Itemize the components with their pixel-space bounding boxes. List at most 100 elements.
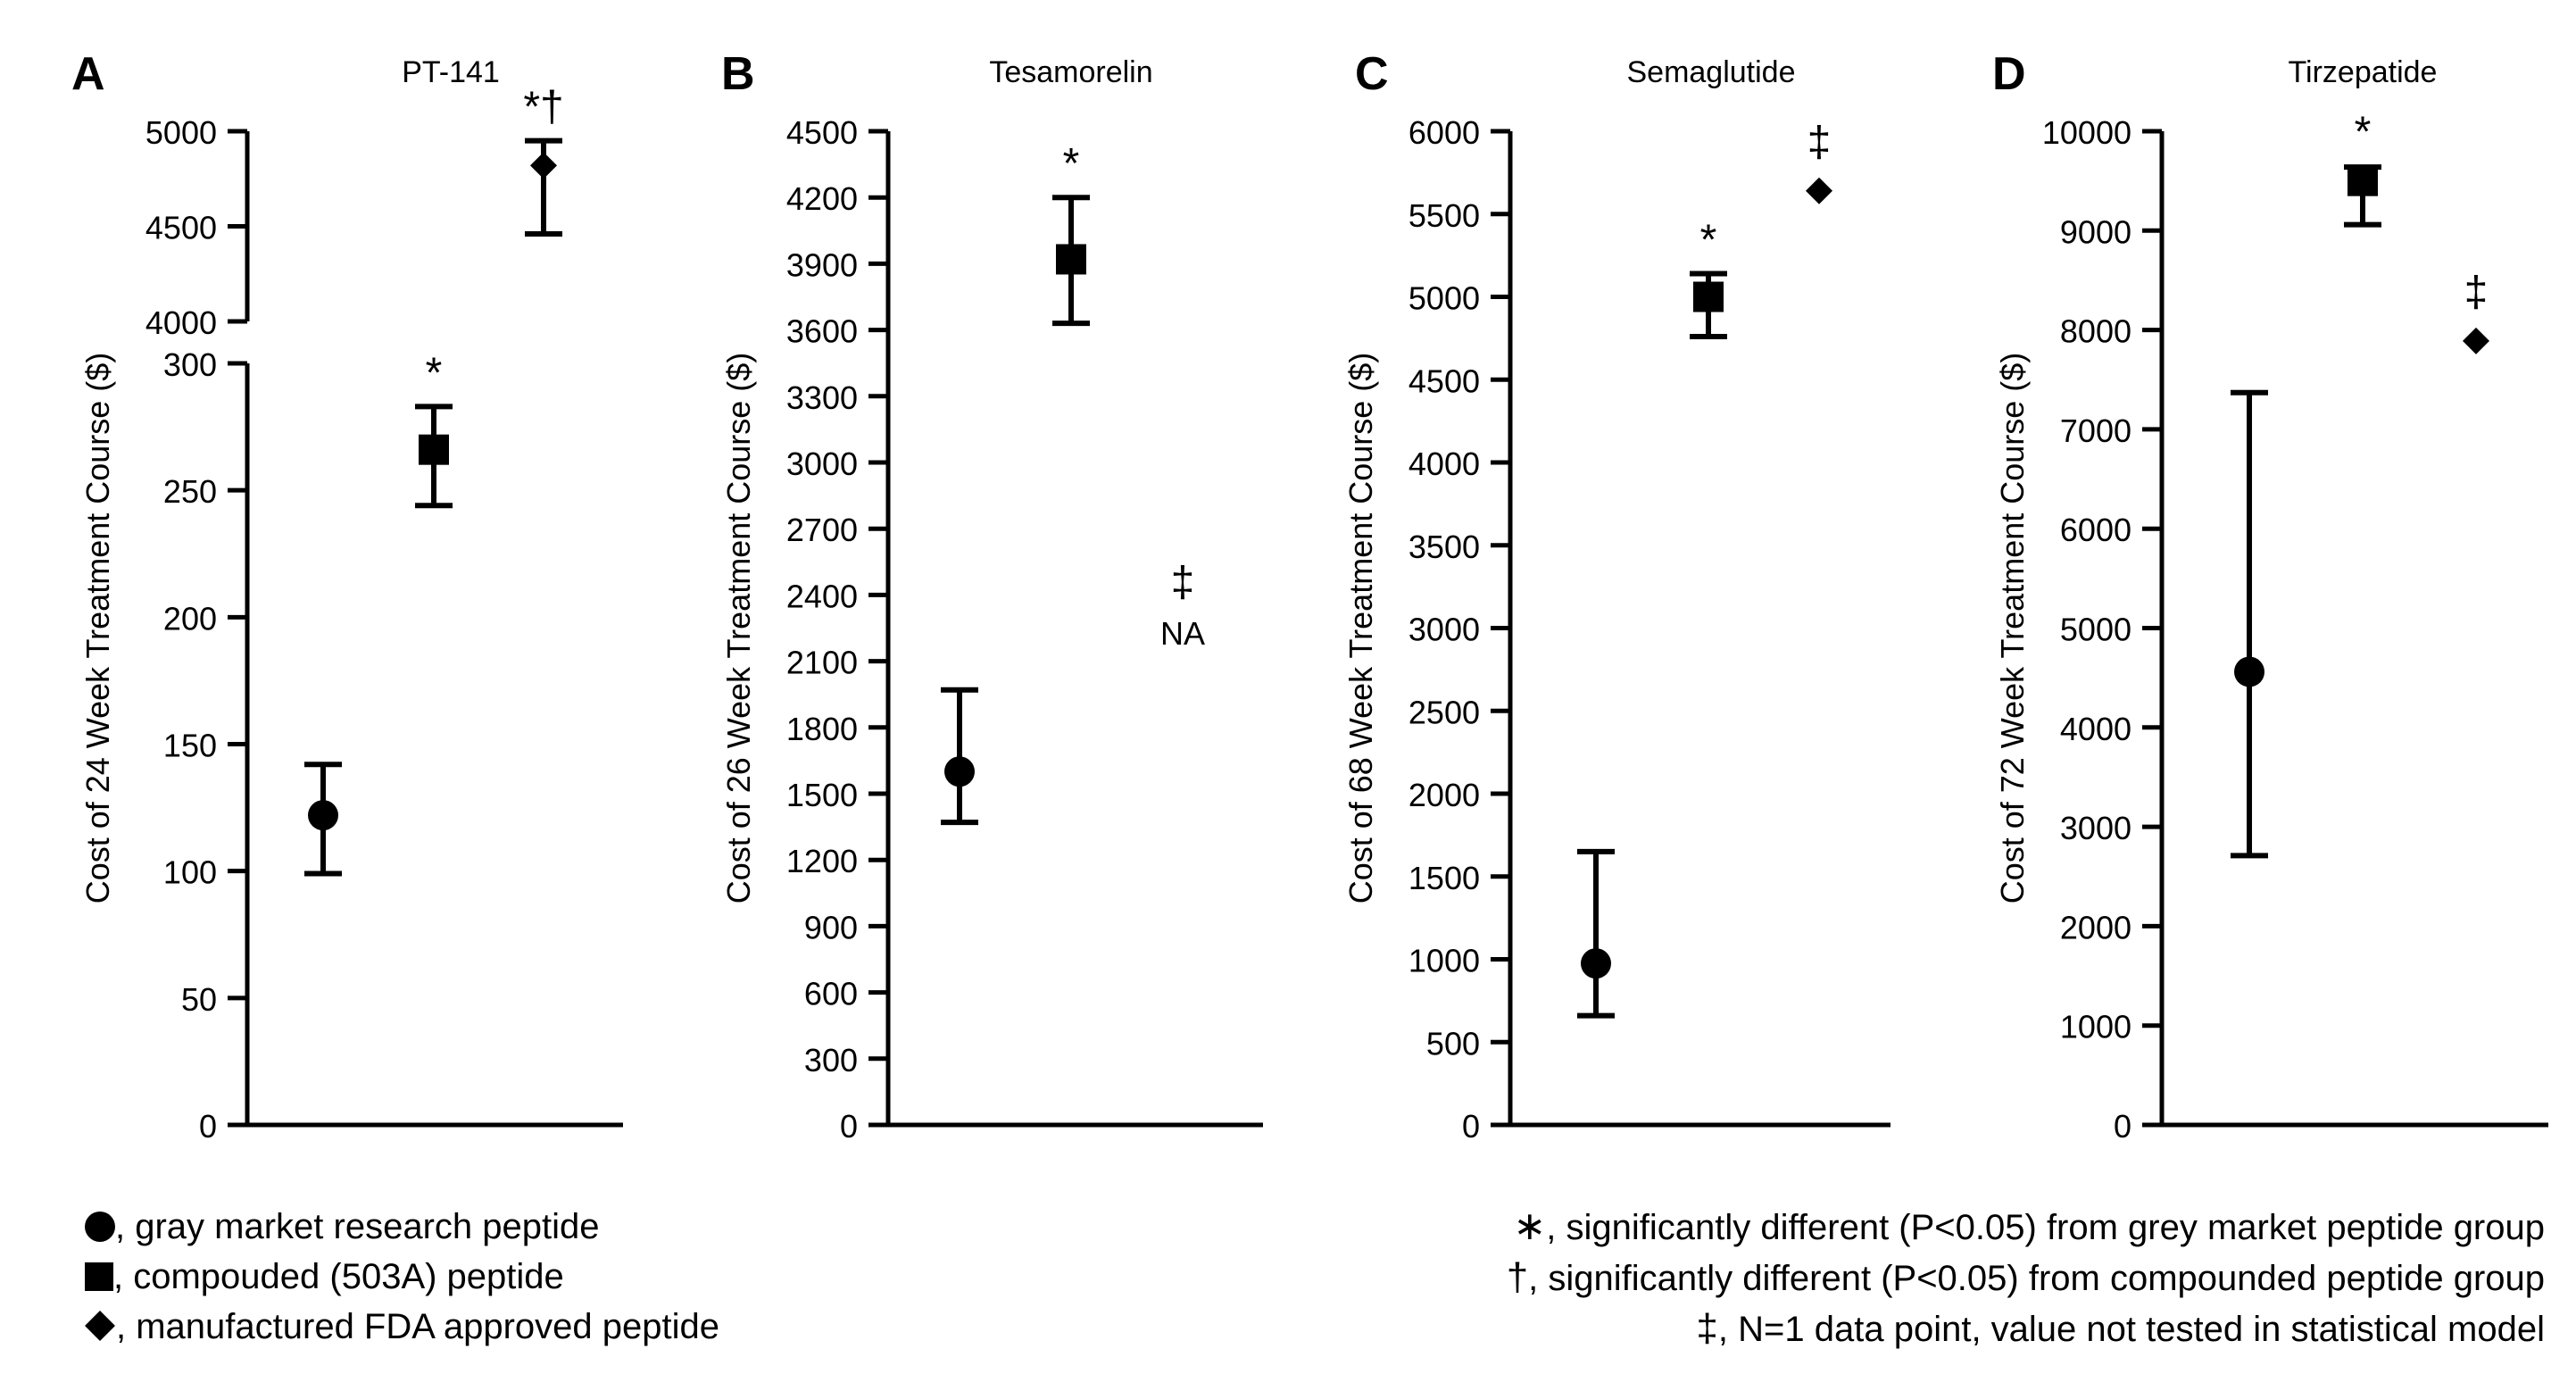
legend-label: , manufactured FDA approved peptide — [116, 1307, 719, 1346]
y-tick-label: 2100 — [786, 645, 858, 681]
y-tick-label: 500 — [1426, 1025, 1480, 1062]
y-tick-label: 9000 — [2060, 213, 2131, 250]
y-tick-label: 100 — [163, 854, 217, 891]
significance-annotation: * — [426, 349, 443, 396]
data-point-square — [1056, 244, 1086, 275]
data-point-diamond — [1806, 177, 1832, 204]
asterisk-symbol: ∗ — [1513, 1204, 1547, 1248]
diamond-marker-icon — [85, 1311, 115, 1341]
legend-label: , significantly different (P<0.05) from … — [1528, 1259, 2545, 1298]
legend-item-fda-approved: , manufactured FDA approved peptide — [85, 1302, 719, 1352]
legend-label: , significantly different (P<0.05) from … — [1546, 1208, 2545, 1247]
y-tick-label: 1500 — [786, 777, 858, 813]
data-point-circle — [944, 756, 975, 787]
y-tick-label: 1500 — [1408, 860, 1480, 896]
significance-annotation: * — [1700, 217, 1717, 264]
y-tick-label: 0 — [840, 1108, 858, 1145]
legend-label: , gray market research peptide — [115, 1207, 600, 1246]
y-tick-label: 300 — [163, 346, 217, 383]
legend-item-compounded: , compouded (503A) peptide — [85, 1252, 719, 1302]
significance-annotation: ‡ — [1171, 559, 1195, 606]
data-point-circle — [1581, 948, 1611, 979]
data-point-circle — [308, 800, 338, 831]
y-tick-label: 250 — [163, 473, 217, 510]
data-point-circle — [2234, 656, 2264, 687]
y-tick-label: 6000 — [1408, 114, 1480, 151]
y-tick-label: 1000 — [2060, 1009, 2131, 1045]
y-tick-label: 3600 — [786, 313, 858, 350]
square-marker-icon — [85, 1262, 113, 1291]
y-tick-label: 2000 — [1408, 777, 1480, 813]
y-tick-label: 0 — [1462, 1108, 1480, 1145]
y-axis-label: Cost of 26 Week Treatment Course ($) — [720, 353, 757, 904]
y-axis-label: Cost of 24 Week Treatment Course ($) — [79, 353, 116, 904]
legend-label: , N=1 data point, value not tested in st… — [1717, 1310, 2545, 1349]
data-point-diamond — [2463, 327, 2489, 354]
y-tick-label: 3900 — [786, 246, 858, 283]
data-point-diamond — [530, 152, 557, 179]
y-tick-label: 5000 — [2060, 612, 2131, 648]
significance-annotation: ‡ — [2464, 269, 2489, 316]
legend-item-dagger: †, significantly different (P<0.05) from… — [1507, 1253, 2545, 1303]
y-tick-label: 10000 — [2042, 114, 2131, 151]
y-tick-label: 5500 — [1408, 197, 1480, 234]
y-tick-label: 150 — [163, 728, 217, 764]
y-tick-label: 1200 — [786, 843, 858, 879]
y-tick-label: 4500 — [786, 114, 858, 151]
y-tick-label: 8000 — [2060, 313, 2131, 350]
significance-annotation: * — [2355, 109, 2372, 156]
panel-title: Tesamorelin — [989, 55, 1152, 89]
y-tick-label: 3000 — [1408, 612, 1480, 648]
panel-title: Tirzepatide — [2289, 55, 2438, 89]
legend-label: , compouded (503A) peptide — [113, 1257, 564, 1296]
panel-letter: B — [721, 48, 755, 100]
y-tick-label: 900 — [804, 909, 858, 945]
data-point-square — [1693, 281, 1724, 312]
y-tick-label: 1800 — [786, 711, 858, 747]
y-tick-label: 6000 — [2060, 512, 2131, 548]
panel-letter: C — [1355, 48, 1389, 100]
y-axis-label: Cost of 72 Week Treatment Course ($) — [1994, 353, 2031, 904]
y-tick-label: 5000 — [1408, 280, 1480, 317]
y-tick-label: 2400 — [786, 578, 858, 614]
legend-item-gray-market: , gray market research peptide — [85, 1202, 719, 1252]
na-label: NA — [1160, 615, 1205, 652]
legend-item-double-dagger: ‡, N=1 data point, value not tested in s… — [1507, 1303, 2545, 1354]
y-tick-label: 600 — [804, 976, 858, 1012]
data-point-square — [2347, 165, 2378, 196]
data-point-square — [419, 434, 449, 465]
y-tick-label: 0 — [2114, 1108, 2131, 1145]
double-dagger-symbol: ‡ — [1696, 1306, 1718, 1350]
y-tick-label: 4000 — [2060, 711, 2131, 747]
y-tick-label: 4000 — [145, 304, 217, 341]
y-tick-label: 4000 — [1408, 446, 1480, 482]
y-tick-label: 4200 — [786, 180, 858, 217]
y-tick-label: 3000 — [786, 446, 858, 482]
y-axis-label: Cost of 68 Week Treatment Course ($) — [1342, 353, 1379, 904]
y-tick-label: 1000 — [1408, 943, 1480, 979]
circle-marker-icon — [85, 1212, 115, 1242]
y-tick-label: 2500 — [1408, 694, 1480, 730]
y-tick-label: 50 — [181, 981, 217, 1018]
legend-item-asterisk: ∗, significantly different (P<0.05) from… — [1507, 1202, 2545, 1253]
significance-legend: ∗, significantly different (P<0.05) from… — [1507, 1202, 2545, 1354]
panel-title: PT-141 — [402, 55, 500, 89]
panel-letter: A — [71, 48, 105, 100]
y-tick-label: 200 — [163, 600, 217, 637]
y-tick-label: 0 — [199, 1108, 217, 1145]
significance-annotation: *† — [523, 84, 563, 131]
y-tick-label: 2700 — [786, 512, 858, 548]
significance-annotation: * — [1063, 140, 1080, 187]
marker-legend: , gray market research peptide , compoud… — [85, 1202, 719, 1352]
y-tick-label: 4500 — [1408, 362, 1480, 399]
y-tick-label: 5000 — [145, 114, 217, 151]
y-tick-label: 3500 — [1408, 529, 1480, 565]
significance-annotation: ‡ — [1807, 119, 1832, 166]
y-tick-label: 3300 — [786, 379, 858, 416]
y-tick-label: 300 — [804, 1042, 858, 1078]
y-tick-label: 4500 — [145, 210, 217, 246]
y-tick-label: 3000 — [2060, 810, 2131, 846]
y-tick-label: 2000 — [2060, 909, 2131, 945]
dagger-symbol: † — [1506, 1255, 1529, 1299]
